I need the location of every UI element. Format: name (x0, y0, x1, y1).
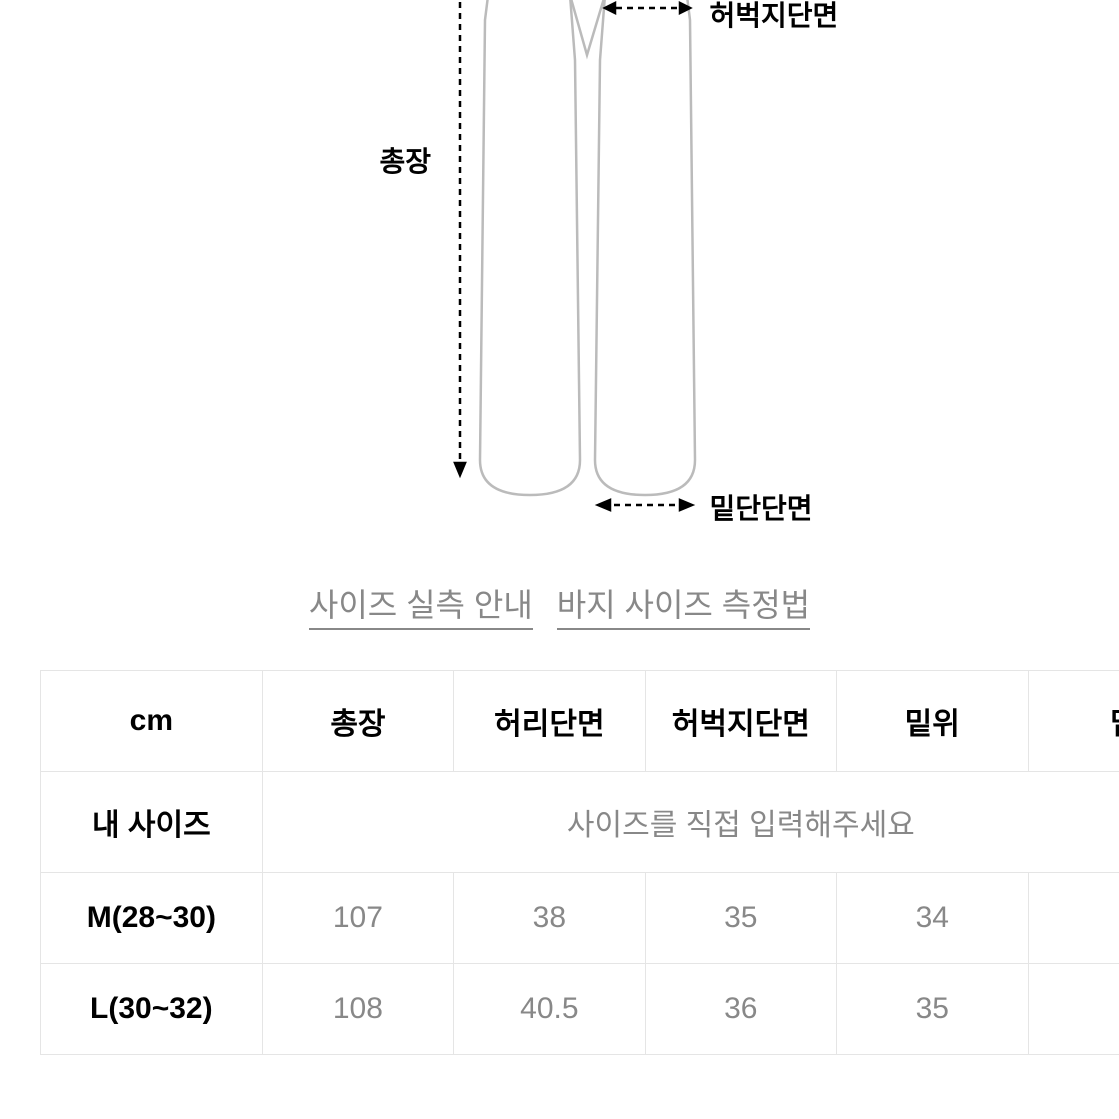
my-size-row: 내 사이즈 사이즈를 직접 입력해주세요 (41, 772, 1119, 873)
col-header-total: 총장 (262, 671, 453, 772)
size-row-m: M(28~30) 107 38 35 34 (41, 873, 1119, 964)
size-l-rise: 35 (837, 964, 1028, 1055)
my-size-label: 내 사이즈 (41, 772, 263, 873)
size-l-hem (1028, 964, 1119, 1055)
col-header-rise: 밑위 (837, 671, 1028, 772)
total-length-label: 총장 (380, 140, 432, 180)
size-m-thigh: 35 (645, 873, 836, 964)
size-l-waist: 40.5 (454, 964, 645, 1055)
size-table: cm 총장 허리단면 허벅지단면 밑위 밑 내 사이즈 사이즈를 직접 입력해주… (40, 670, 1119, 1055)
table-header-row: cm 총장 허리단면 허벅지단면 밑위 밑 (41, 671, 1119, 772)
col-header-hem: 밑 (1028, 671, 1119, 772)
pants-diagram-container: 허벅지단면 총장 밑단단면 (0, 0, 1119, 560)
size-guide-link[interactable]: 사이즈 실측 안내 (309, 580, 533, 630)
col-header-waist: 허리단면 (454, 671, 645, 772)
measure-guide-link[interactable]: 바지 사이즈 측정법 (557, 580, 810, 630)
size-m-hem (1028, 873, 1119, 964)
size-m-label: M(28~30) (41, 873, 263, 964)
size-row-l: L(30~32) 108 40.5 36 35 (41, 964, 1119, 1055)
col-header-unit: cm (41, 671, 263, 772)
size-m-total: 107 (262, 873, 453, 964)
size-m-waist: 38 (454, 873, 645, 964)
size-m-rise: 34 (837, 873, 1028, 964)
size-l-total: 108 (262, 964, 453, 1055)
col-header-thigh: 허벅지단면 (645, 671, 836, 772)
pants-diagram: 허벅지단면 총장 밑단단면 (210, 0, 910, 560)
my-size-input-prompt[interactable]: 사이즈를 직접 입력해주세요 (262, 772, 1119, 873)
thigh-label: 허벅지단면 (710, 0, 839, 34)
size-l-label: L(30~32) (41, 964, 263, 1055)
size-table-wrapper: cm 총장 허리단면 허벅지단면 밑위 밑 내 사이즈 사이즈를 직접 입력해주… (0, 670, 1119, 1055)
pants-svg (210, 0, 910, 560)
help-links: 사이즈 실측 안내 바지 사이즈 측정법 (0, 560, 1119, 670)
size-l-thigh: 36 (645, 964, 836, 1055)
hem-label: 밑단단면 (710, 487, 813, 527)
